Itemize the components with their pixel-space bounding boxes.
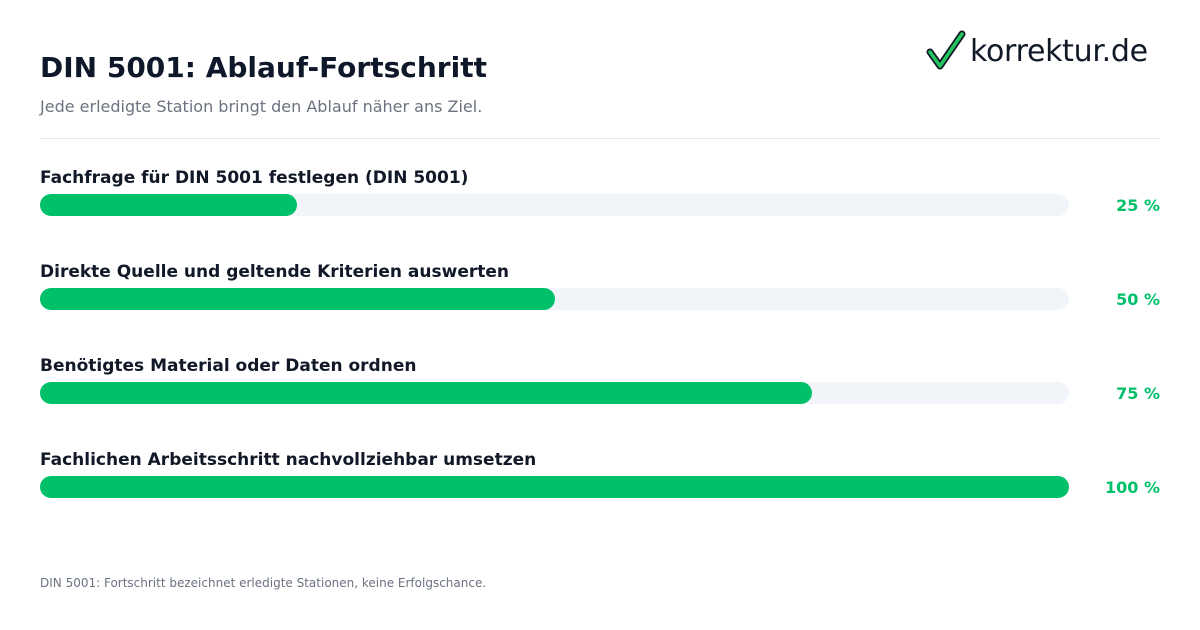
- progress-bar: [40, 288, 555, 310]
- progress-value-label: 75 %: [1116, 384, 1160, 403]
- progress-value-label: 50 %: [1116, 290, 1160, 309]
- progress-label: Benötigtes Material oder Daten ordnen: [40, 356, 417, 376]
- progress-label: Direkte Quelle und geltende Kriterien au…: [40, 262, 509, 282]
- progress-value-label: 25 %: [1116, 196, 1160, 215]
- progress-bar: [40, 382, 812, 404]
- progress-row: Fachfrage für DIN 5001 festlegen (DIN 50…: [40, 166, 1160, 260]
- progress-chart: Fachfrage für DIN 5001 festlegen (DIN 50…: [40, 166, 1160, 542]
- header-divider: [40, 138, 1160, 139]
- checkmark-icon: [926, 30, 966, 70]
- progress-row: Benötigtes Material oder Daten ordnen 75 …: [40, 354, 1160, 448]
- progress-label: Fachlichen Arbeitsschritt nachvollziehba…: [40, 450, 537, 470]
- progress-label: Fachfrage für DIN 5001 festlegen (DIN 50…: [40, 168, 469, 188]
- logo-text: korrektur.de: [970, 34, 1148, 69]
- progress-row: Direkte Quelle und geltende Kriterien au…: [40, 260, 1160, 354]
- page-title: DIN 5001: Ablauf-Fortschritt: [40, 51, 487, 84]
- progress-track: [40, 288, 1069, 310]
- progress-track: [40, 382, 1069, 404]
- progress-value-label: 100 %: [1105, 478, 1160, 497]
- footnote: DIN 5001: Fortschritt bezeichnet erledig…: [40, 576, 487, 590]
- progress-row: Fachlichen Arbeitsschritt nachvollziehba…: [40, 448, 1160, 542]
- progress-bar: [40, 476, 1069, 498]
- progress-track: [40, 476, 1069, 498]
- progress-bar: [40, 194, 298, 216]
- page-subtitle: Jede erledigte Station bringt den Ablauf…: [40, 97, 483, 116]
- progress-track: [40, 194, 1069, 216]
- brand-logo: korrektur.de: [926, 28, 1166, 76]
